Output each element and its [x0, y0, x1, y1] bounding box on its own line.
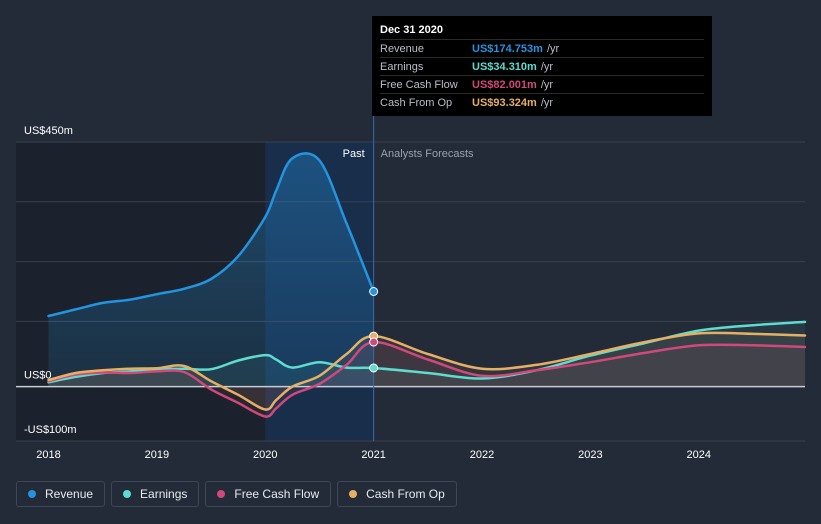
tooltip-label: Free Cash Flow: [380, 78, 458, 91]
free-cash-flow-line: [47, 340, 807, 418]
x-tick-label: 2020: [253, 449, 277, 461]
revenue-marker: [369, 287, 379, 296]
legend-dot-icon: [349, 490, 358, 498]
legend-label: Earnings: [140, 487, 188, 501]
legend-item-free-cash-flow[interactable]: Free Cash Flow: [205, 481, 332, 507]
tooltip-value: US$93.324m: [472, 96, 537, 109]
tooltip-value: US$174.753m: [472, 42, 543, 55]
legend-label: Revenue: [45, 487, 94, 501]
tooltip-label: Earnings: [380, 60, 424, 73]
legend: Revenue Earnings Free Cash Flow Cash Fro…: [16, 481, 457, 507]
legend-label: Free Cash Flow: [234, 487, 320, 501]
y-tick-label: US$0: [24, 370, 52, 382]
x-tick-label: 2022: [470, 449, 494, 461]
x-tick-label: 2021: [361, 449, 385, 461]
tooltip-unit: /yr: [540, 96, 554, 109]
x-tick-label: 2024: [687, 449, 711, 461]
revenue-line: [47, 152, 375, 318]
tooltip-value: US$82.001m: [472, 78, 537, 91]
earnings-area: [48, 321, 805, 387]
series-markers: [369, 287, 379, 373]
earnings-line: [47, 320, 807, 384]
legend-dot-icon: [123, 490, 132, 498]
tooltip-unit: /yr: [540, 60, 554, 73]
tooltip-unit: /yr: [546, 42, 560, 55]
x-axis-labels: 2018 2019 2020 2021 2022 2023 2024: [36, 449, 711, 461]
tooltip-value: US$34.310m: [472, 60, 537, 73]
tooltip-row-earnings: Earnings US$34.310m /yr: [380, 57, 704, 75]
series-lines: [47, 152, 807, 418]
free-cash-flow-area: [48, 342, 805, 417]
y-tick-label: US$450m: [24, 125, 73, 137]
legend-item-cash-from-op[interactable]: Cash From Op: [337, 481, 457, 507]
tooltip: Dec 31 2020 Revenue US$174.753m /yr Earn…: [372, 16, 712, 116]
forecast-label: Analysts Forecasts: [381, 148, 474, 160]
legend-item-revenue[interactable]: Revenue: [16, 481, 106, 507]
revenue-area: [48, 153, 374, 387]
x-tick-label: 2018: [36, 449, 60, 461]
y-axis-labels: US$450m US$0 -US$100m: [24, 125, 77, 436]
free-cash-flow-marker: [369, 337, 379, 347]
legend-item-earnings[interactable]: Earnings: [111, 481, 200, 507]
earnings-marker: [369, 363, 379, 373]
tooltip-label: Cash From Op: [380, 96, 453, 109]
past-label: Past: [343, 148, 365, 160]
x-tick-label: 2019: [145, 449, 169, 461]
tooltip-unit: /yr: [540, 78, 554, 91]
legend-dot-icon: [217, 490, 226, 498]
tooltip-row-cash-from-op: Cash From Op US$93.324m /yr: [380, 93, 704, 111]
legend-dot-icon: [28, 490, 36, 498]
tooltip-row-revenue: Revenue US$174.753m /yr: [380, 39, 704, 57]
series-areas: [48, 153, 805, 417]
tooltip-label: Revenue: [380, 42, 425, 55]
x-tick-label: 2023: [578, 449, 602, 461]
legend-label: Cash From Op: [366, 487, 445, 501]
tooltip-date: Dec 31 2020: [380, 24, 443, 36]
tooltip-row-free-cash-flow: Free Cash Flow US$82.001m /yr: [380, 75, 704, 93]
y-tick-label: -US$100m: [24, 424, 77, 436]
cash-from-op-area: [48, 332, 805, 410]
cash-from-op-line: [47, 331, 807, 411]
